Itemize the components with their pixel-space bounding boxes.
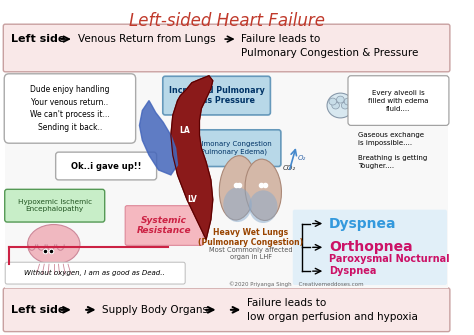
Text: O₂: O₂ bbox=[298, 155, 306, 161]
FancyBboxPatch shape bbox=[293, 210, 447, 285]
Text: Most Commonly affected
organ in LHF: Most Commonly affected organ in LHF bbox=[209, 247, 292, 260]
Text: Failure leads to: Failure leads to bbox=[247, 298, 326, 308]
Ellipse shape bbox=[341, 102, 349, 109]
Text: Pulmonary Congestion
(Pulmonary Edema): Pulmonary Congestion (Pulmonary Edema) bbox=[193, 141, 272, 155]
Text: Venous Return from Lungs: Venous Return from Lungs bbox=[78, 34, 215, 44]
Ellipse shape bbox=[219, 156, 256, 220]
Ellipse shape bbox=[327, 93, 354, 118]
Ellipse shape bbox=[344, 98, 352, 105]
Text: LA: LA bbox=[179, 126, 190, 135]
Text: Left-sided Heart Failure: Left-sided Heart Failure bbox=[129, 12, 325, 30]
Text: Hypoxemic Ischemic
Encephalopathy: Hypoxemic Ischemic Encephalopathy bbox=[18, 199, 92, 212]
Text: Systemic
Resistance: Systemic Resistance bbox=[137, 216, 191, 235]
Text: CO₂: CO₂ bbox=[283, 165, 295, 171]
Ellipse shape bbox=[332, 102, 339, 109]
FancyBboxPatch shape bbox=[125, 206, 203, 245]
Text: Ok..i gave up!!: Ok..i gave up!! bbox=[71, 161, 141, 171]
FancyBboxPatch shape bbox=[163, 76, 270, 115]
Ellipse shape bbox=[223, 187, 252, 222]
Text: Breathing is getting
Tougher....: Breathing is getting Tougher.... bbox=[358, 155, 428, 169]
Ellipse shape bbox=[249, 190, 278, 223]
Ellipse shape bbox=[27, 224, 80, 264]
Text: ©2020 Priyanga Singh    Creativemeddoses.com: ©2020 Priyanga Singh Creativemeddoses.co… bbox=[229, 281, 364, 287]
Text: Dude enjoy handling
Your venous return..
We can't process it...
Sending it back.: Dude enjoy handling Your venous return..… bbox=[30, 85, 110, 132]
Text: Without oxygen, I am as good as Dead..: Without oxygen, I am as good as Dead.. bbox=[24, 270, 165, 276]
FancyBboxPatch shape bbox=[186, 130, 281, 166]
Text: Orthopnea: Orthopnea bbox=[329, 240, 412, 254]
FancyBboxPatch shape bbox=[3, 288, 450, 332]
Text: low organ perfusion and hypoxia: low organ perfusion and hypoxia bbox=[247, 312, 418, 322]
Text: Gaseous exchange
is impossible....: Gaseous exchange is impossible.... bbox=[358, 132, 425, 146]
Text: Left side: Left side bbox=[11, 305, 65, 315]
Text: Dyspnea: Dyspnea bbox=[329, 216, 396, 230]
FancyBboxPatch shape bbox=[5, 262, 185, 284]
Ellipse shape bbox=[329, 98, 337, 105]
FancyBboxPatch shape bbox=[55, 152, 156, 180]
Text: Paroxysmal Nocturnal
Dyspnea: Paroxysmal Nocturnal Dyspnea bbox=[329, 254, 449, 276]
Text: Increased Pulmonary
Venous Pressure: Increased Pulmonary Venous Pressure bbox=[169, 86, 264, 105]
Text: Pulmonary Congestion & Pressure: Pulmonary Congestion & Pressure bbox=[241, 48, 419, 58]
FancyBboxPatch shape bbox=[5, 73, 448, 288]
Text: Supply Body Organs: Supply Body Organs bbox=[102, 305, 209, 315]
Polygon shape bbox=[139, 100, 178, 175]
Text: Failure leads to: Failure leads to bbox=[241, 34, 320, 44]
FancyBboxPatch shape bbox=[348, 76, 449, 125]
FancyBboxPatch shape bbox=[3, 24, 450, 72]
Text: Left side: Left side bbox=[11, 34, 65, 44]
Text: LV: LV bbox=[187, 195, 197, 204]
FancyBboxPatch shape bbox=[5, 189, 105, 222]
Text: Every alveoli is
filled with edema
fluid....: Every alveoli is filled with edema fluid… bbox=[368, 89, 428, 112]
Ellipse shape bbox=[245, 159, 282, 220]
Ellipse shape bbox=[337, 96, 344, 103]
Text: Heavy Wet Lungs
(Pulmonary Congestion): Heavy Wet Lungs (Pulmonary Congestion) bbox=[198, 228, 303, 247]
FancyBboxPatch shape bbox=[4, 74, 136, 143]
Polygon shape bbox=[171, 76, 213, 240]
